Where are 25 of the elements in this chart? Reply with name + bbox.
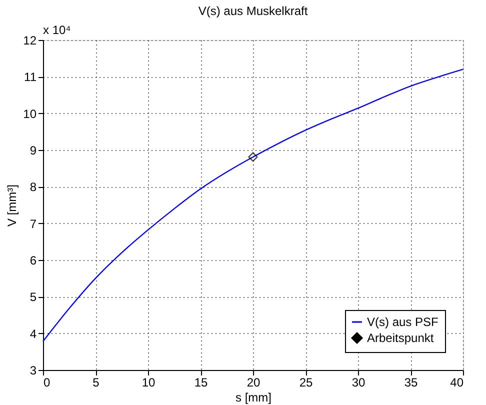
y-tick-label: 6	[30, 254, 37, 268]
x-tick-label: 0	[44, 376, 50, 390]
y-tick-label: 9	[30, 144, 37, 158]
y-axis-title: V [mm³]	[5, 184, 20, 226]
x-tick-label: 10	[142, 376, 156, 390]
y-tick-label: 12	[23, 34, 37, 48]
chart-title: V(s) aus Muskelkraft	[198, 4, 308, 18]
x-axis-title: s [mm]	[236, 390, 272, 404]
legend-label: Arbeitspunkt	[367, 331, 434, 345]
x-tick-label: 15	[194, 376, 208, 390]
x-tick-label: 30	[352, 376, 366, 390]
y-tick-label: 3	[30, 364, 37, 378]
y-tick-label: 10	[23, 106, 37, 121]
x-tick-label: 20	[246, 376, 260, 390]
x-tick-label: 35	[404, 376, 418, 390]
text: x 10⁴	[43, 23, 71, 37]
legend-label: V(s) aus PSF	[367, 315, 438, 329]
x-tick-label: 25	[299, 376, 313, 390]
x-tick-label: 40	[450, 376, 464, 390]
y-tick-label: 8	[30, 180, 37, 194]
y-tick-label: 5	[30, 290, 37, 304]
y-tick-label: 4	[30, 326, 37, 341]
x-tick-label: 5	[92, 376, 100, 390]
y-tick-label: 7	[30, 216, 37, 231]
y-tick-label: 11	[24, 70, 37, 84]
